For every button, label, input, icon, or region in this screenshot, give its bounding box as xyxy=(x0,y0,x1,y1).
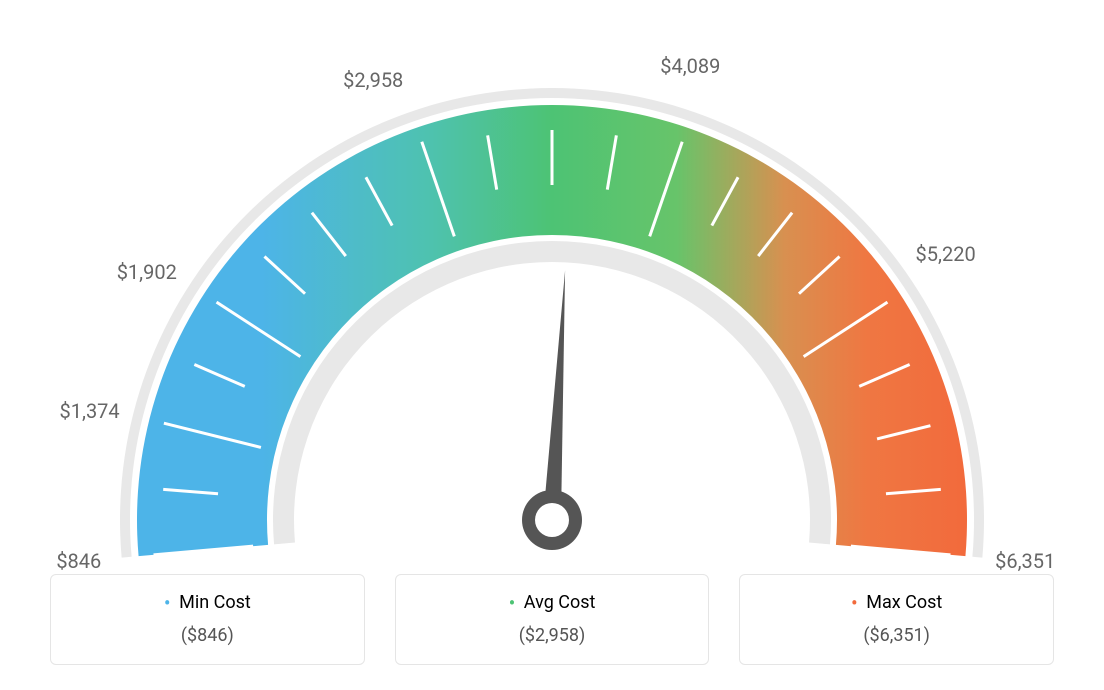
avg-cost-card: • Avg Cost ($2,958) xyxy=(395,574,710,665)
gauge-tick-label: $2,958 xyxy=(343,68,403,92)
avg-cost-label: Avg Cost xyxy=(524,592,596,613)
avg-cost-dot: • xyxy=(509,591,516,615)
gauge-chart: $846$1,374$1,902$2,958$4,089$5,220$6,351 xyxy=(0,0,1104,560)
gauge-tick-label: $4,089 xyxy=(660,54,720,78)
gauge-tick-label: $1,902 xyxy=(117,260,177,284)
max-cost-card: • Max Cost ($6,351) xyxy=(739,574,1054,665)
summary-cards: • Min Cost ($846) • Avg Cost ($2,958) • … xyxy=(50,574,1054,665)
min-cost-label: Min Cost xyxy=(179,592,251,613)
gauge-tick-label: $5,220 xyxy=(916,242,976,266)
min-cost-title: • Min Cost xyxy=(71,591,344,615)
min-cost-card: • Min Cost ($846) xyxy=(50,574,365,665)
gauge-tick-label: $846 xyxy=(56,549,101,573)
avg-cost-title: • Avg Cost xyxy=(416,591,689,615)
cost-gauge-widget: $846 $1,374 $1,902 $2,958 $4,089 $5,220 $6,351… xyxy=(0,0,1104,690)
gauge-tick-label: $6,351 xyxy=(995,549,1055,573)
gauge-tick-label: $1,374 xyxy=(60,399,120,423)
max-cost-dot: • xyxy=(851,591,858,615)
min-cost-value: ($846) xyxy=(71,625,344,646)
max-cost-value: ($6,351) xyxy=(760,625,1033,646)
min-cost-dot: • xyxy=(164,591,171,615)
max-cost-title: • Max Cost xyxy=(760,591,1033,615)
max-cost-label: Max Cost xyxy=(866,592,942,613)
avg-cost-value: ($2,958) xyxy=(416,625,689,646)
